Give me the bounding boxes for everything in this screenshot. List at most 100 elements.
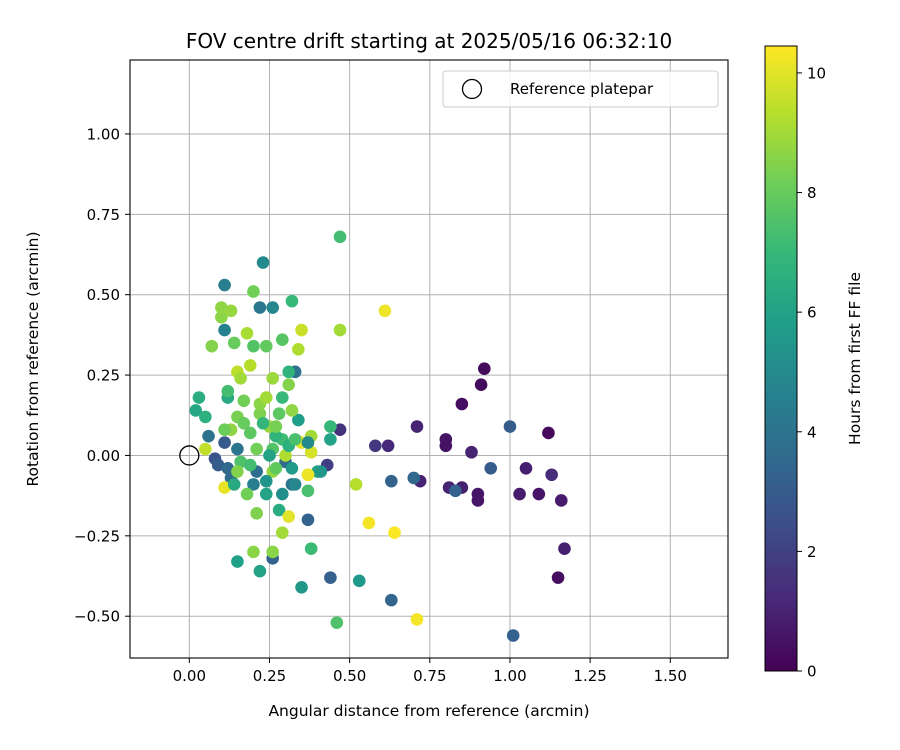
data-point	[266, 371, 279, 385]
data-point	[218, 423, 231, 437]
data-point	[304, 542, 318, 555]
data-point	[330, 616, 344, 629]
colorbar-label: Hours from first FF file	[846, 272, 864, 445]
data-point	[259, 391, 273, 404]
data-point	[218, 323, 231, 337]
colorbar-tick-label: 4	[807, 423, 817, 441]
data-point	[276, 526, 289, 539]
data-point	[269, 462, 283, 475]
x-tick-label: 1.25	[573, 667, 606, 685]
data-point	[381, 439, 395, 453]
data-point	[301, 436, 315, 449]
data-point	[240, 487, 254, 501]
data-point	[324, 433, 337, 446]
data-point	[211, 458, 225, 472]
data-point	[276, 487, 289, 501]
data-point	[253, 301, 267, 314]
data-point	[285, 462, 299, 475]
x-tick-label: 1.00	[493, 667, 526, 685]
data-point	[484, 462, 498, 475]
data-point	[292, 343, 305, 356]
data-point	[224, 304, 238, 318]
data-point	[231, 555, 244, 568]
data-point	[465, 445, 478, 459]
data-point	[227, 478, 241, 491]
data-point	[243, 359, 257, 372]
data-point	[324, 420, 337, 433]
data-point	[247, 285, 260, 298]
data-point	[221, 462, 235, 475]
data-point	[295, 323, 308, 337]
data-point	[388, 526, 401, 539]
data-point	[234, 455, 247, 469]
x-axis-label: Angular distance from reference (arcmin)	[268, 702, 589, 720]
data-point	[503, 420, 517, 433]
x-tick-label: 0.25	[253, 667, 286, 685]
colorbar-tick-label: 8	[807, 184, 817, 202]
y-tick-label: −0.50	[74, 608, 120, 626]
data-point	[558, 542, 571, 555]
data-point	[301, 484, 315, 498]
legend: Reference platepar	[442, 70, 719, 108]
colorbar-tick-label: 6	[807, 304, 817, 322]
data-point	[513, 487, 526, 501]
colorbar-ticks: 0 2 4 6 8 10	[797, 64, 826, 681]
data-point	[215, 310, 228, 324]
data-point	[247, 545, 260, 559]
data-point	[314, 465, 328, 478]
data-point	[532, 487, 546, 501]
data-point	[542, 426, 555, 440]
data-point	[276, 333, 289, 347]
y-tick-label: −0.25	[74, 527, 120, 545]
data-point	[378, 304, 392, 318]
data-point	[478, 362, 491, 375]
chart-title: FOV centre drift starting at 2025/05/16 …	[186, 29, 672, 53]
data-point	[253, 407, 267, 420]
y-tick-label: 0.25	[87, 367, 120, 385]
data-point	[352, 574, 366, 588]
data-point	[253, 564, 267, 578]
data-point	[385, 593, 398, 607]
data-point	[349, 478, 363, 491]
data-point	[285, 404, 299, 417]
data-point	[471, 494, 485, 507]
data-point	[272, 503, 286, 517]
y-axis-label: Rotation from reference (arcmin)	[24, 231, 42, 486]
data-point	[231, 465, 244, 478]
data-point	[221, 384, 235, 398]
data-point	[202, 429, 215, 443]
data-point	[455, 397, 469, 411]
data-point	[199, 442, 212, 456]
colorbar	[764, 45, 798, 672]
data-point	[288, 433, 302, 446]
data-point	[205, 339, 219, 353]
x-axis-ticks: 0.00 0.25 0.50 0.75 1.00 1.25 1.50	[173, 658, 687, 685]
x-tick-label: 0.00	[173, 667, 206, 685]
data-point	[243, 426, 257, 440]
colorbar-tick-label: 2	[807, 543, 817, 561]
data-point	[192, 391, 206, 404]
data-point	[292, 413, 305, 427]
data-point	[266, 301, 279, 314]
data-point	[295, 580, 308, 594]
data-point	[227, 336, 241, 350]
data-point	[266, 545, 279, 559]
x-tick-label: 1.50	[654, 667, 687, 685]
data-point	[545, 468, 558, 482]
data-point	[554, 494, 568, 507]
data-point	[282, 510, 296, 523]
y-tick-label: 1.00	[87, 125, 120, 143]
data-point	[407, 471, 421, 485]
data-point	[218, 436, 231, 449]
y-tick-label: 0.50	[87, 286, 120, 304]
data-point	[272, 407, 286, 420]
reference-marker	[179, 445, 200, 466]
data-point	[385, 474, 398, 488]
data-point	[333, 423, 347, 437]
data-point	[215, 301, 228, 314]
data-point	[259, 474, 273, 488]
grid-lines	[130, 60, 728, 658]
data-point	[324, 571, 337, 584]
data-point	[279, 449, 292, 462]
